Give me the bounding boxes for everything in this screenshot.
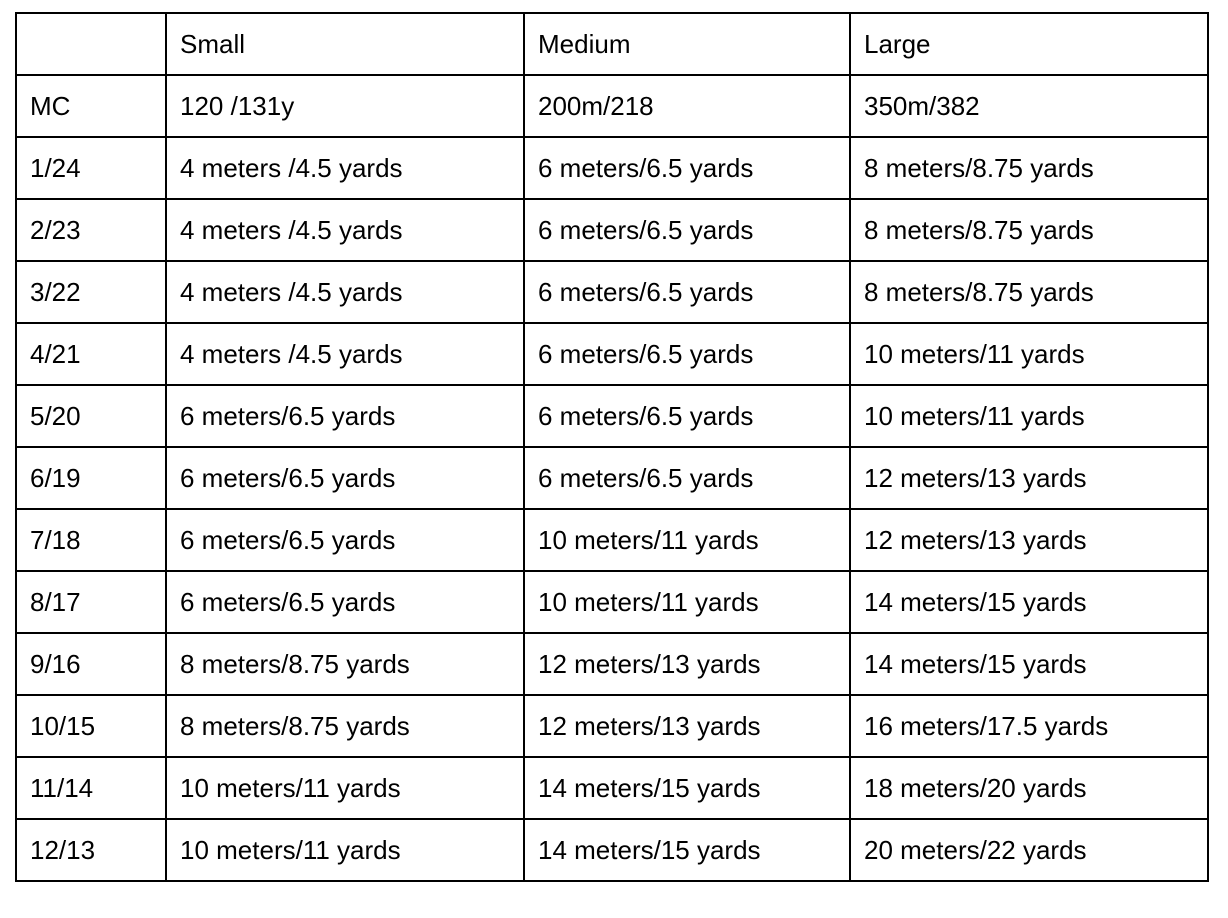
table-cell: 6 meters/6.5 yards: [523, 136, 851, 200]
table-cell: 10 meters/11 yards: [849, 322, 1209, 386]
table-cell: 10 meters/11 yards: [849, 384, 1209, 448]
table-cell: 6 meters/6.5 yards: [165, 508, 525, 572]
row-label: MC: [15, 74, 167, 138]
table-cell: 10 meters/11 yards: [523, 570, 851, 634]
table-cell: 6 meters/6.5 yards: [165, 446, 525, 510]
table-cell: 6 meters/6.5 yards: [165, 384, 525, 448]
row-label: 2/23: [15, 198, 167, 262]
table-cell: 8 meters/8.75 yards: [849, 198, 1209, 262]
table-cell: 6 meters/6.5 yards: [523, 198, 851, 262]
table-cell: 4 meters /4.5 yards: [165, 322, 525, 386]
table-cell: 20 meters/22 yards: [849, 818, 1209, 882]
table-cell: 12 meters/13 yards: [849, 446, 1209, 510]
table-cell: 12 meters/13 yards: [523, 694, 851, 758]
table-cell: 8 meters/8.75 yards: [849, 260, 1209, 324]
table-cell: 10 meters/11 yards: [165, 818, 525, 882]
row-label: 4/21: [15, 322, 167, 386]
table-body: Small Medium Large MC 120 /131y 200m/218 350m…: [15, 12, 1209, 882]
table-cell: 8 meters/8.75 yards: [165, 632, 525, 696]
column-header: Medium: [523, 12, 851, 76]
table-row: 5/20 6 meters/6.5 yards 6 meters/6.5 yards…: [15, 384, 1209, 448]
table-row: 7/18 6 meters/6.5 yards 10 meters/11 yards…: [15, 508, 1209, 572]
row-label: 11/14: [15, 756, 167, 820]
column-header: Small: [165, 12, 525, 76]
table-row: 2/23 4 meters /4.5 yards 6 meters/6.5 yard…: [15, 198, 1209, 262]
row-label: 3/22: [15, 260, 167, 324]
row-label: 12/13: [15, 818, 167, 882]
header-row: Small Medium Large: [15, 12, 1209, 76]
table-cell: 16 meters/17.5 yards: [849, 694, 1209, 758]
table-cell: 4 meters /4.5 yards: [165, 136, 525, 200]
table-cell: 6 meters/6.5 yards: [523, 446, 851, 510]
table-row: 1/24 4 meters /4.5 yards 6 meters/6.5 yard…: [15, 136, 1209, 200]
table-cell: 10 meters/11 yards: [165, 756, 525, 820]
table-cell: 350m/382: [849, 74, 1209, 138]
table-cell: 12 meters/13 yards: [523, 632, 851, 696]
table-cell: 6 meters/6.5 yards: [523, 260, 851, 324]
table-row: 9/16 8 meters/8.75 yards 12 meters/13 yard…: [15, 632, 1209, 696]
table-cell: 14 meters/15 yards: [523, 756, 851, 820]
table-row: 4/21 4 meters /4.5 yards 6 meters/6.5 yard…: [15, 322, 1209, 386]
row-label: 10/15: [15, 694, 167, 758]
corner-cell: [15, 12, 167, 76]
table-cell: 14 meters/15 yards: [849, 632, 1209, 696]
size-table: Small Medium Large MC 120 /131y 200m/218 350m…: [15, 12, 1209, 882]
table-cell: 14 meters/15 yards: [849, 570, 1209, 634]
table-cell: 4 meters /4.5 yards: [165, 260, 525, 324]
row-label: 1/24: [15, 136, 167, 200]
table-row: 12/13 10 meters/11 yards 14 meters/15 yard…: [15, 818, 1209, 882]
table-row: 6/19 6 meters/6.5 yards 6 meters/6.5 yards…: [15, 446, 1209, 510]
table-cell: 14 meters/15 yards: [523, 818, 851, 882]
row-label: 6/19: [15, 446, 167, 510]
table-row: 11/14 10 meters/11 yards 14 meters/15 yard…: [15, 756, 1209, 820]
table-cell: 4 meters /4.5 yards: [165, 198, 525, 262]
table-cell: 120 /131y: [165, 74, 525, 138]
table-cell: 18 meters/20 yards: [849, 756, 1209, 820]
table-row: 10/15 8 meters/8.75 yards 12 meters/13 yar…: [15, 694, 1209, 758]
table-cell: 6 meters/6.5 yards: [523, 322, 851, 386]
table-cell: 12 meters/13 yards: [849, 508, 1209, 572]
table-cell: 6 meters/6.5 yards: [523, 384, 851, 448]
row-label: 7/18: [15, 508, 167, 572]
table-cell: 6 meters/6.5 yards: [165, 570, 525, 634]
column-header: Large: [849, 12, 1209, 76]
table-cell: 10 meters/11 yards: [523, 508, 851, 572]
row-label: 5/20: [15, 384, 167, 448]
table-row: MC 120 /131y 200m/218 350m/382: [15, 74, 1209, 138]
table-cell: 8 meters/8.75 yards: [849, 136, 1209, 200]
table-cell: 200m/218: [523, 74, 851, 138]
row-label: 9/16: [15, 632, 167, 696]
table-row: 8/17 6 meters/6.5 yards 10 meters/11 yards…: [15, 570, 1209, 634]
row-label: 8/17: [15, 570, 167, 634]
table-row: 3/22 4 meters /4.5 yards 6 meters/6.5 yard…: [15, 260, 1209, 324]
table-cell: 8 meters/8.75 yards: [165, 694, 525, 758]
